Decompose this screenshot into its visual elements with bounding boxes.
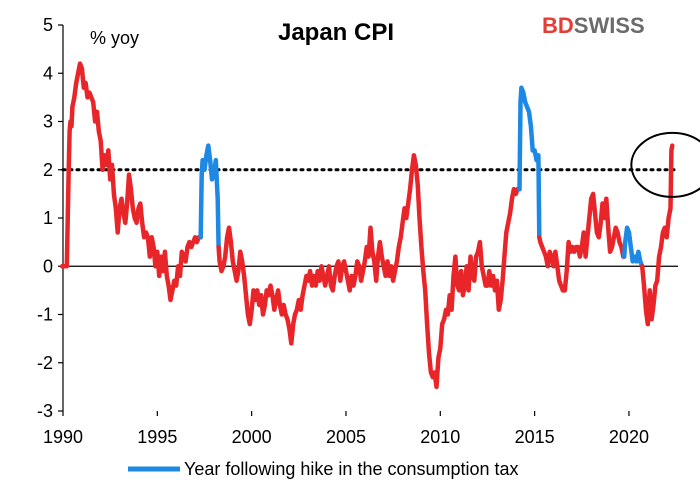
y-tick-label: 2 (43, 160, 53, 180)
highlight-circle (630, 131, 700, 198)
cpi-line-segment (59, 61, 203, 303)
y-tick-label: 5 (43, 15, 53, 35)
y-tick-label: -3 (37, 401, 53, 421)
x-tick-label: 1990 (43, 427, 83, 447)
x-tick-label: 2015 (515, 427, 555, 447)
cpi-series-group (59, 61, 675, 390)
y-tick-label: -2 (37, 353, 53, 373)
y-tick-label: 4 (43, 63, 53, 83)
x-tick-label: 1995 (137, 427, 177, 447)
cpi-line-segment (216, 153, 522, 390)
x-tick-label: 2000 (232, 427, 272, 447)
x-tick-label: 2005 (326, 427, 366, 447)
legend-label: Year following hike in the consumption t… (184, 459, 519, 479)
y-tick-label: 1 (43, 208, 53, 228)
y-tick-group: -3 -2 -1 0 1 2 3 4 5 (37, 15, 63, 421)
cpi-line-tax-hike-segment (621, 225, 645, 269)
svg-text:BDSWISS: BDSWISS (542, 13, 645, 38)
x-tick-label: 2010 (420, 427, 460, 447)
logo-swiss-text: SWISS (574, 13, 645, 38)
bdswiss-logo: BDSWISS (542, 13, 645, 38)
y-tick-label: -1 (37, 305, 53, 325)
legend: Year following hike in the consumption t… (128, 459, 519, 479)
chart-title: Japan CPI (278, 19, 394, 46)
logo-bd-text: BD (542, 13, 574, 38)
cpi-line-tax-hike-segment (517, 85, 542, 240)
unit-label: % yoy (90, 28, 139, 48)
y-tick-label: 0 (43, 256, 53, 276)
y-tick-label: 3 (43, 112, 53, 132)
cpi-line-segment (639, 143, 675, 327)
x-tick-label: 2020 (609, 427, 649, 447)
cpi-line-segment (537, 191, 627, 293)
x-tick-group: 1990 1995 2000 2005 2010 2015 2020 (43, 411, 649, 447)
cpi-line-tax-hike-segment (198, 143, 221, 250)
